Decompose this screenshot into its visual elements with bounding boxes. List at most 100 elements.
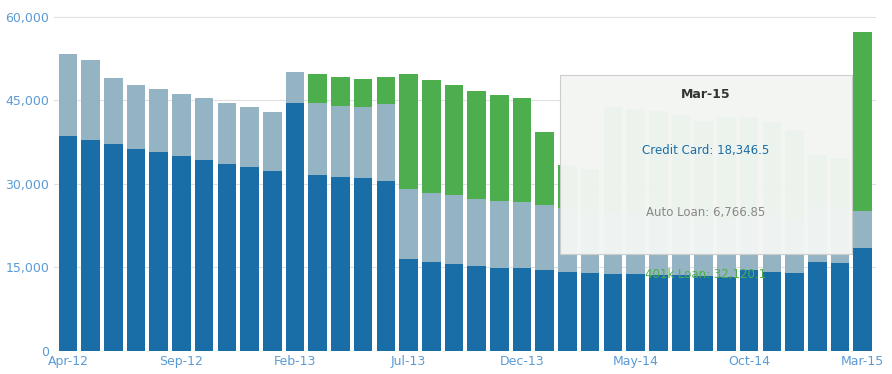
Bar xyxy=(400,74,417,188)
Bar xyxy=(854,32,872,211)
Bar xyxy=(194,160,213,350)
Bar xyxy=(717,219,736,276)
Text: Mar-15: Mar-15 xyxy=(681,88,731,101)
Bar xyxy=(808,261,827,350)
Bar xyxy=(785,218,804,273)
Bar xyxy=(581,273,599,350)
Bar xyxy=(150,153,168,350)
Bar xyxy=(331,106,350,177)
Bar xyxy=(467,91,486,199)
Bar xyxy=(150,89,168,153)
Bar xyxy=(581,169,599,210)
Bar xyxy=(285,103,304,350)
Bar xyxy=(854,248,872,350)
Bar xyxy=(354,79,373,107)
Bar xyxy=(104,144,122,350)
Bar xyxy=(218,163,236,350)
Bar xyxy=(739,213,758,270)
Bar xyxy=(626,214,645,275)
Bar xyxy=(581,210,599,273)
Bar xyxy=(513,202,532,268)
Bar xyxy=(127,85,145,149)
Bar xyxy=(194,98,213,160)
Bar xyxy=(830,263,849,350)
Bar xyxy=(172,156,191,350)
Bar xyxy=(535,270,554,350)
Bar xyxy=(763,122,781,215)
Bar xyxy=(604,212,623,274)
Bar xyxy=(854,211,872,248)
Text: Credit Card: 18,346.5: Credit Card: 18,346.5 xyxy=(642,144,769,157)
Text: Auto Loan: 6,766.85: Auto Loan: 6,766.85 xyxy=(646,206,765,219)
Bar xyxy=(376,104,395,181)
Bar xyxy=(763,215,781,272)
Bar xyxy=(444,85,463,195)
Bar xyxy=(694,121,713,218)
Bar xyxy=(604,274,623,350)
Bar xyxy=(81,140,100,350)
Bar xyxy=(490,201,508,268)
Bar xyxy=(354,178,373,350)
Bar xyxy=(717,117,736,219)
Bar xyxy=(422,261,441,350)
Bar xyxy=(672,114,690,216)
Bar xyxy=(467,199,486,266)
Bar xyxy=(785,273,804,350)
Bar xyxy=(59,137,78,350)
Bar xyxy=(263,112,282,171)
Bar xyxy=(422,80,441,193)
Bar xyxy=(376,181,395,350)
Bar xyxy=(808,155,827,206)
Bar xyxy=(672,216,690,276)
Bar xyxy=(309,175,327,350)
Bar xyxy=(263,171,282,350)
Bar xyxy=(694,276,713,350)
Bar xyxy=(490,95,508,201)
Bar xyxy=(104,79,122,144)
Bar xyxy=(81,59,100,140)
Bar xyxy=(172,94,191,156)
Bar xyxy=(376,77,395,104)
Bar xyxy=(649,215,667,275)
Bar xyxy=(400,188,417,259)
Bar xyxy=(513,268,532,350)
FancyBboxPatch shape xyxy=(560,74,852,254)
Bar xyxy=(309,74,327,103)
Bar xyxy=(739,270,758,350)
Bar xyxy=(59,54,78,137)
Bar xyxy=(422,193,441,261)
Bar xyxy=(558,208,577,272)
Bar xyxy=(490,268,508,350)
Bar xyxy=(309,103,327,175)
Bar xyxy=(535,205,554,270)
Bar xyxy=(535,132,554,205)
Bar xyxy=(444,195,463,264)
Bar xyxy=(127,149,145,350)
Bar xyxy=(240,168,259,350)
Bar xyxy=(218,103,236,163)
Bar xyxy=(763,272,781,350)
Bar xyxy=(354,107,373,178)
Bar xyxy=(830,208,849,263)
Bar xyxy=(672,276,690,350)
Bar xyxy=(558,272,577,350)
Bar xyxy=(785,130,804,218)
Bar xyxy=(649,275,667,350)
Bar xyxy=(467,266,486,350)
Bar xyxy=(444,264,463,350)
Bar xyxy=(331,77,350,106)
Bar xyxy=(830,158,849,208)
Bar xyxy=(808,206,827,261)
Text: 401k Loan: 32,120.1: 401k Loan: 32,120.1 xyxy=(645,268,766,281)
Bar xyxy=(739,117,758,213)
Bar xyxy=(400,259,417,350)
Bar xyxy=(626,275,645,350)
Bar xyxy=(331,177,350,350)
Bar xyxy=(694,218,713,276)
Bar xyxy=(513,98,532,202)
Bar xyxy=(717,276,736,350)
Bar xyxy=(626,109,645,214)
Bar xyxy=(649,111,667,215)
Bar xyxy=(604,107,623,212)
Bar xyxy=(558,165,577,208)
